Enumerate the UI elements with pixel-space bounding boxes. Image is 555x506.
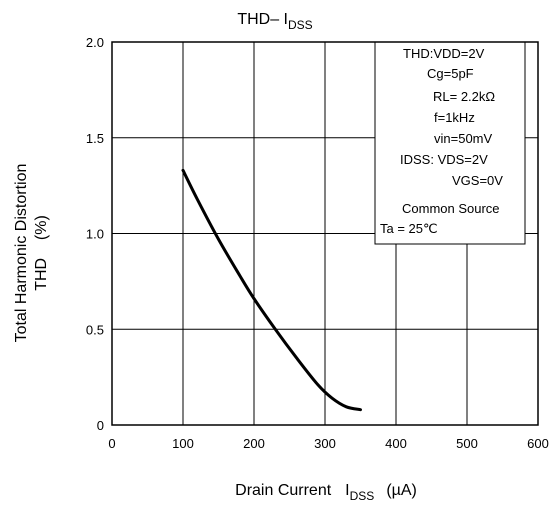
conditions-box-frame: [374, 41, 526, 245]
condition-line-2: RL= 2.2kΩ: [433, 89, 495, 104]
y-axis-label-line2: THD (%): [33, 215, 50, 291]
chart-title-sub: DSS: [288, 18, 313, 32]
y-tick-label: 0: [97, 418, 104, 433]
x-axis-label-symbol: I: [345, 482, 349, 499]
thd-curve: [181, 168, 362, 412]
data-series: [181, 168, 362, 412]
x-tick-label: 0: [108, 436, 115, 451]
x-axis-label-main: Drain Current: [235, 482, 332, 499]
condition-line-5: IDSS: VDS=2V: [400, 152, 488, 167]
condition-line-3: f=1kHz: [434, 110, 475, 125]
x-axis-label-unit: (µA): [386, 482, 417, 499]
conditions-box: THD:VDD=2V Cg=5pF RL= 2.2kΩ f=1kHz vin=5…: [374, 41, 526, 245]
condition-line-1: Cg=5pF: [427, 66, 474, 81]
chart-title-main: THD– I: [237, 11, 288, 28]
condition-line-8: Ta = 25℃: [380, 221, 438, 236]
condition-line-0: THD:VDD=2V: [403, 46, 485, 61]
x-tick-label: 100: [172, 436, 194, 451]
condition-line-7: Common Source: [402, 201, 500, 216]
tick-labels: 0 100 200 300 400 500 600 0 0.5 1.0 1.5 2.0: [86, 35, 549, 451]
condition-line-6: VGS=0V: [452, 173, 503, 188]
x-axis-label-sub: DSS: [350, 489, 375, 503]
condition-line-4: vin=50mV: [434, 131, 492, 146]
plot-frame: [111, 41, 539, 426]
x-tick-label: 300: [314, 436, 336, 451]
chart-title: THD– IDSS: [237, 11, 312, 32]
x-tick-label: 200: [243, 436, 265, 451]
x-axis-label: Drain Current IDSS (µA): [235, 482, 417, 503]
y-tick-label: 1.0: [86, 227, 104, 242]
y-tick-label: 0.5: [86, 322, 104, 337]
x-tick-label: 400: [385, 436, 407, 451]
y-axis-label-line1: Total Harmonic Distortion: [13, 164, 30, 343]
y-tick-label: 2.0: [86, 35, 104, 50]
y-tick-label: 1.5: [86, 131, 104, 146]
x-tick-label: 500: [456, 436, 478, 451]
x-tick-label: 600: [527, 436, 549, 451]
